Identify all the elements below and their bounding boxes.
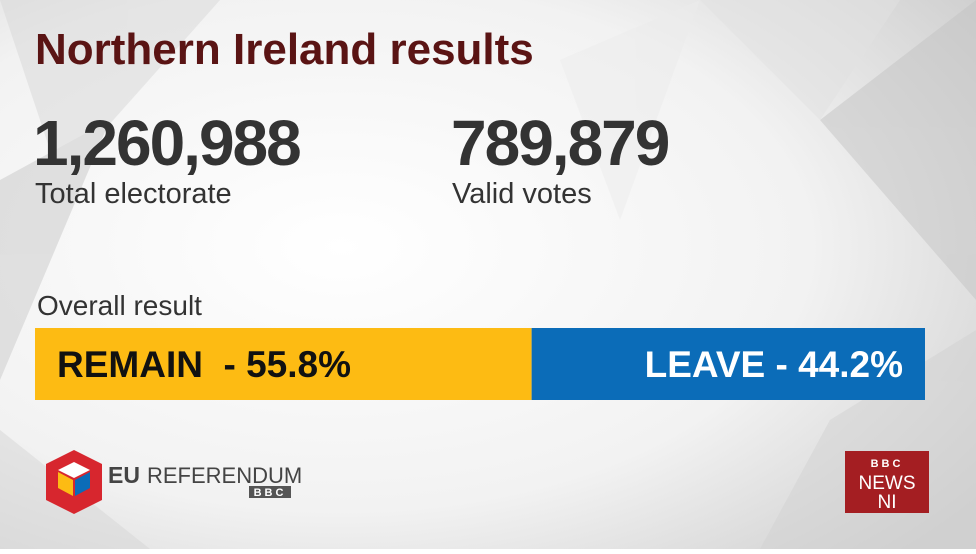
bar-label: REMAIN - 55.8% bbox=[57, 344, 351, 385]
bar-segment bbox=[531, 328, 925, 400]
bbc-news-ni-logo: BBC NEWS NI bbox=[845, 451, 929, 513]
logo-text: BBC bbox=[254, 487, 287, 499]
bar-segment bbox=[35, 328, 532, 400]
logo-text: NI bbox=[878, 492, 897, 513]
result-title: Overall result bbox=[37, 290, 202, 321]
title: Northern Ireland results bbox=[35, 25, 534, 74]
eu-referendum-logo: EU REFERENDUM BBC bbox=[46, 450, 302, 514]
result-bar: REMAIN - 55.8% LEAVE - 44.2% bbox=[35, 328, 925, 400]
stat-value: 1,260,988 bbox=[33, 107, 300, 179]
logo-text: REFERENDUM bbox=[147, 463, 302, 488]
logo-text: EU bbox=[108, 462, 140, 488]
logo-text: BBC bbox=[871, 458, 904, 470]
stat-value: 789,879 bbox=[451, 107, 669, 179]
bar-label: LEAVE - 44.2% bbox=[645, 344, 903, 385]
stat-label: Total electorate bbox=[35, 178, 232, 210]
logo-text: NEWS bbox=[859, 473, 916, 494]
stat-label: Valid votes bbox=[452, 178, 592, 210]
